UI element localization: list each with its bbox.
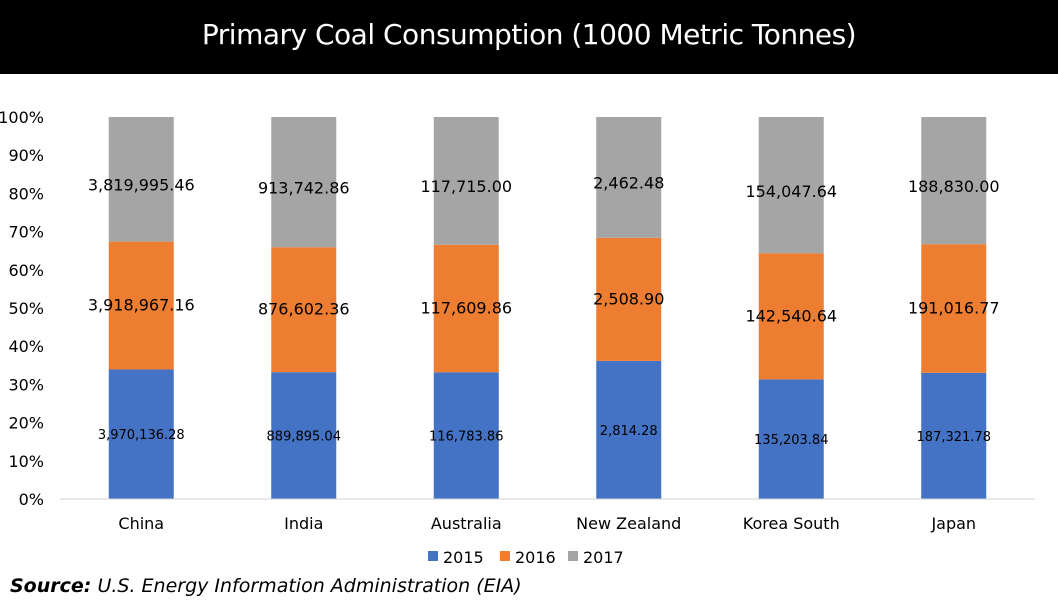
x-tick-label: Japan <box>930 514 976 533</box>
bar-segment <box>108 241 174 370</box>
bar-segment <box>758 379 824 499</box>
bar-segment <box>108 369 174 499</box>
source-note: Source: U.S. Energy Information Administ… <box>10 575 522 597</box>
y-tick-label: 100% <box>0 108 44 127</box>
title-bar <box>0 0 1058 74</box>
legend-swatch <box>568 551 578 561</box>
bar-segment <box>271 372 337 499</box>
data-label: 154,047.64 <box>745 182 837 201</box>
data-label: 135,203.84 <box>754 433 828 448</box>
bar-segment <box>433 117 499 245</box>
data-label: 116,783.86 <box>429 430 503 445</box>
stacked-bar-chart: 0% 10% 20% 30% 40% 50% 60% 70% 80% 90% 100% 3,970,1… <box>0 108 1035 567</box>
bar-segment <box>921 117 987 245</box>
data-label: 2,462.48 <box>593 173 664 192</box>
data-label: 117,715.00 <box>420 177 512 196</box>
source-text: U.S. Energy Information Administration (… <box>97 575 522 597</box>
legend-swatch <box>428 551 438 561</box>
y-tick-label: 30% <box>8 375 44 394</box>
y-tick-label: 40% <box>8 337 44 356</box>
data-label: 889,895.04 <box>267 430 341 445</box>
x-tick-label: India <box>284 514 323 533</box>
bar-segment <box>758 117 824 254</box>
x-tick-label: China <box>118 514 164 533</box>
data-label: 188,830.00 <box>908 177 1000 196</box>
data-label: 191,016.77 <box>908 299 1000 318</box>
bar-segment <box>271 117 337 248</box>
data-label: 117,609.86 <box>420 299 512 318</box>
y-tick-label: 90% <box>8 146 44 165</box>
legend-label: 2015 <box>443 548 484 567</box>
y-tick-label: 10% <box>8 452 44 471</box>
data-label: 3,918,967.16 <box>88 296 195 315</box>
y-tick-label: 50% <box>8 299 44 318</box>
bar-segment <box>921 244 987 373</box>
x-tick-label: Australia <box>431 514 502 533</box>
y-tick-label: 20% <box>8 414 44 433</box>
bar-segment <box>108 117 174 242</box>
bar-segment <box>433 244 499 373</box>
legend-label: 2017 <box>583 548 624 567</box>
x-tick-label: New Zealand <box>576 514 681 533</box>
bar-segment <box>271 247 337 373</box>
chart-title: Primary Coal Consumption (1000 Metric To… <box>201 18 857 51</box>
bar-segment <box>921 372 987 499</box>
legend-swatch <box>500 551 510 561</box>
bar-segment <box>758 253 824 380</box>
y-tick-label: 60% <box>8 261 44 280</box>
bar-segment <box>596 360 662 499</box>
data-label: 2,508.90 <box>593 289 664 308</box>
y-tick-label: 80% <box>8 184 44 203</box>
source-label: Source: <box>10 575 92 597</box>
data-label: 876,602.36 <box>258 300 350 319</box>
bar-segment <box>596 237 662 361</box>
data-label: 142,540.64 <box>745 306 837 325</box>
data-label: 913,742.86 <box>258 179 350 198</box>
y-tick-label: 0% <box>19 490 44 509</box>
bar-segment <box>433 372 499 499</box>
legend-label: 2016 <box>515 548 556 567</box>
data-label: 187,321.78 <box>917 430 991 445</box>
data-label: 2,814.28 <box>600 424 658 439</box>
x-tick-label: Korea South <box>743 514 840 533</box>
data-label: 3,819,995.46 <box>88 176 195 195</box>
bar-segment <box>596 117 662 238</box>
data-label: 3,970,136.28 <box>98 428 185 443</box>
y-tick-label: 70% <box>8 223 44 242</box>
